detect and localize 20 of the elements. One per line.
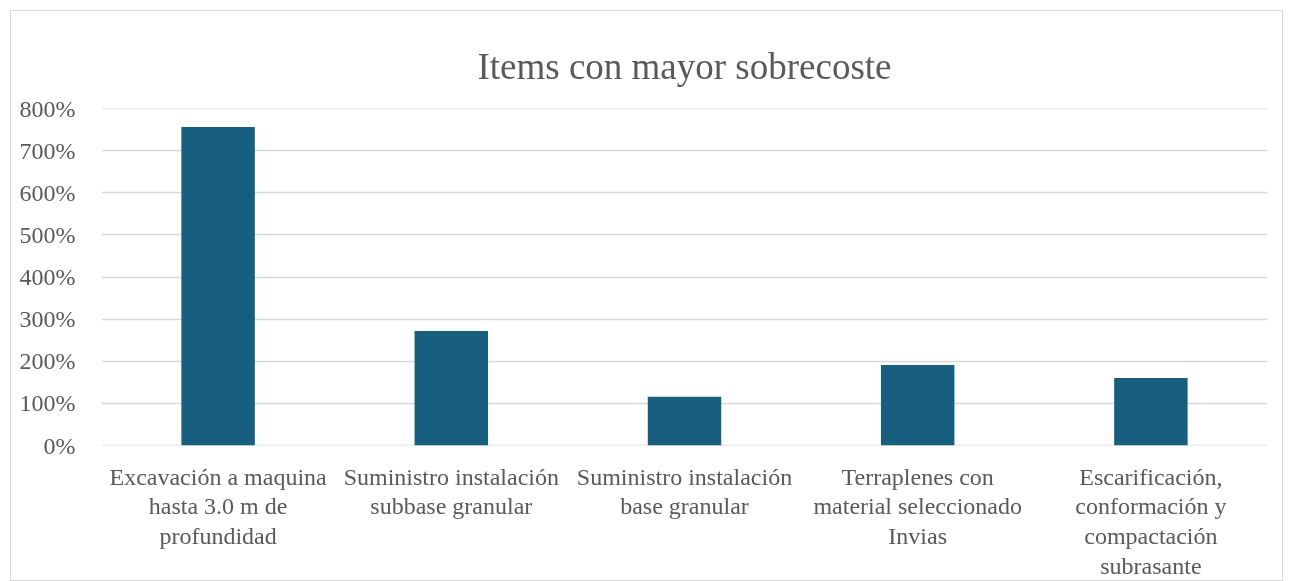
- chart-title: Items con mayor sobrecoste: [477, 46, 892, 87]
- x-tick-label: Escarificación, conformación y compactación subrasante: [1075, 463, 1227, 580]
- bar: [181, 127, 255, 446]
- x-tick-label: Terraplenes con material seleccionado Invias: [813, 463, 1022, 550]
- y-tick-label: 0%: [43, 432, 76, 459]
- bar: [1114, 378, 1188, 446]
- y-tick-label: 100%: [19, 390, 76, 417]
- x-tick-label: Suministro instalación subbase granular: [343, 463, 559, 520]
- y-tick-label: 200%: [19, 348, 76, 375]
- y-tick-label: 800%: [19, 95, 76, 122]
- x-tick-label: Suministro instalación base granular: [576, 463, 793, 520]
- y-tick-label: 300%: [19, 306, 76, 333]
- y-tick-label: 400%: [19, 264, 76, 290]
- bar: [414, 330, 489, 446]
- y-tick-label: 500%: [19, 221, 76, 248]
- y-tick-label: 700%: [19, 137, 76, 164]
- bar: [647, 396, 722, 446]
- bar: [880, 365, 955, 446]
- x-tick-label: Excavación a maquina hasta 3.0 m de profundidad: [109, 463, 328, 550]
- y-tick-label: 600%: [19, 179, 76, 206]
